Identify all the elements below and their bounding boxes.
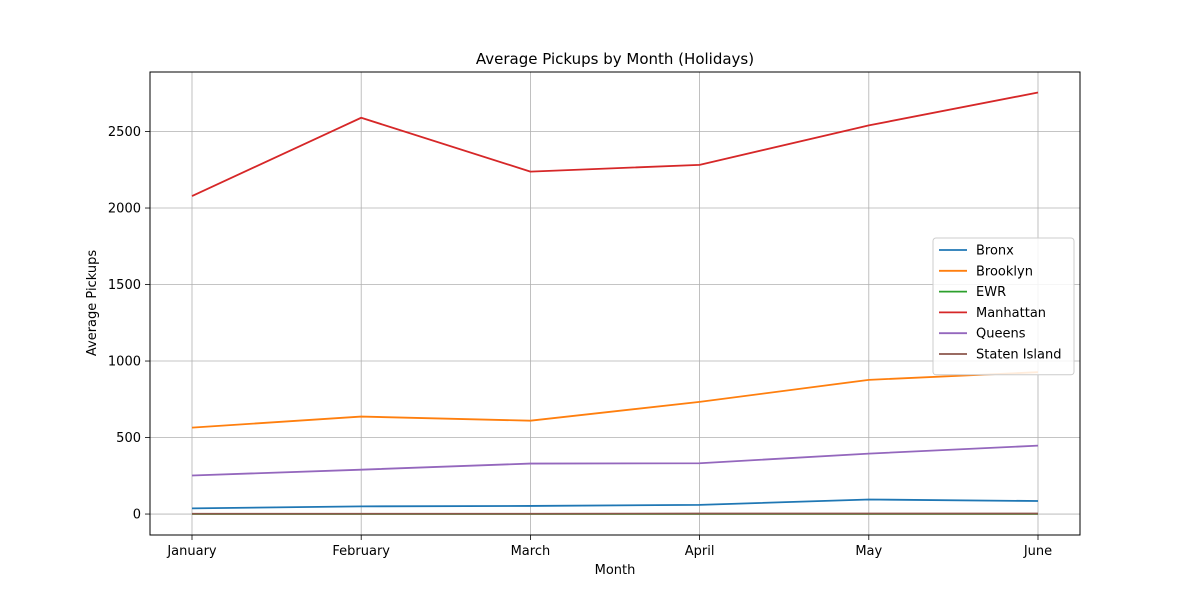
legend-label: Staten Island — [976, 348, 1061, 363]
y-tick-label: 1500 — [108, 278, 141, 293]
legend-label: Manhattan — [976, 306, 1046, 321]
y-tick-label: 0 — [133, 508, 141, 523]
legend-label: Brooklyn — [976, 264, 1033, 279]
x-tick-label: June — [1023, 544, 1052, 559]
y-tick-label: 2000 — [108, 202, 141, 217]
x-tick-label: February — [332, 544, 390, 559]
legend-label: EWR — [976, 285, 1006, 300]
legend-label: Bronx — [976, 244, 1014, 259]
x-tick-label: March — [511, 544, 551, 559]
x-tick-label: April — [685, 544, 715, 559]
y-tick-label: 500 — [116, 431, 141, 446]
legend-label: Queens — [976, 327, 1026, 342]
x-tick-label: January — [166, 544, 217, 559]
x-tick-label: May — [855, 544, 882, 559]
y-tick-label: 1000 — [108, 355, 141, 370]
legend: Bronx Brooklyn EWR Manhattan Queens Staten Is… — [933, 238, 1074, 375]
x-axis-label: Month — [595, 563, 636, 578]
y-tick-label: 2500 — [108, 125, 141, 140]
y-axis-label: Average Pickups — [85, 250, 100, 356]
chart-title: Average Pickups by Month (Holidays) — [476, 50, 754, 68]
